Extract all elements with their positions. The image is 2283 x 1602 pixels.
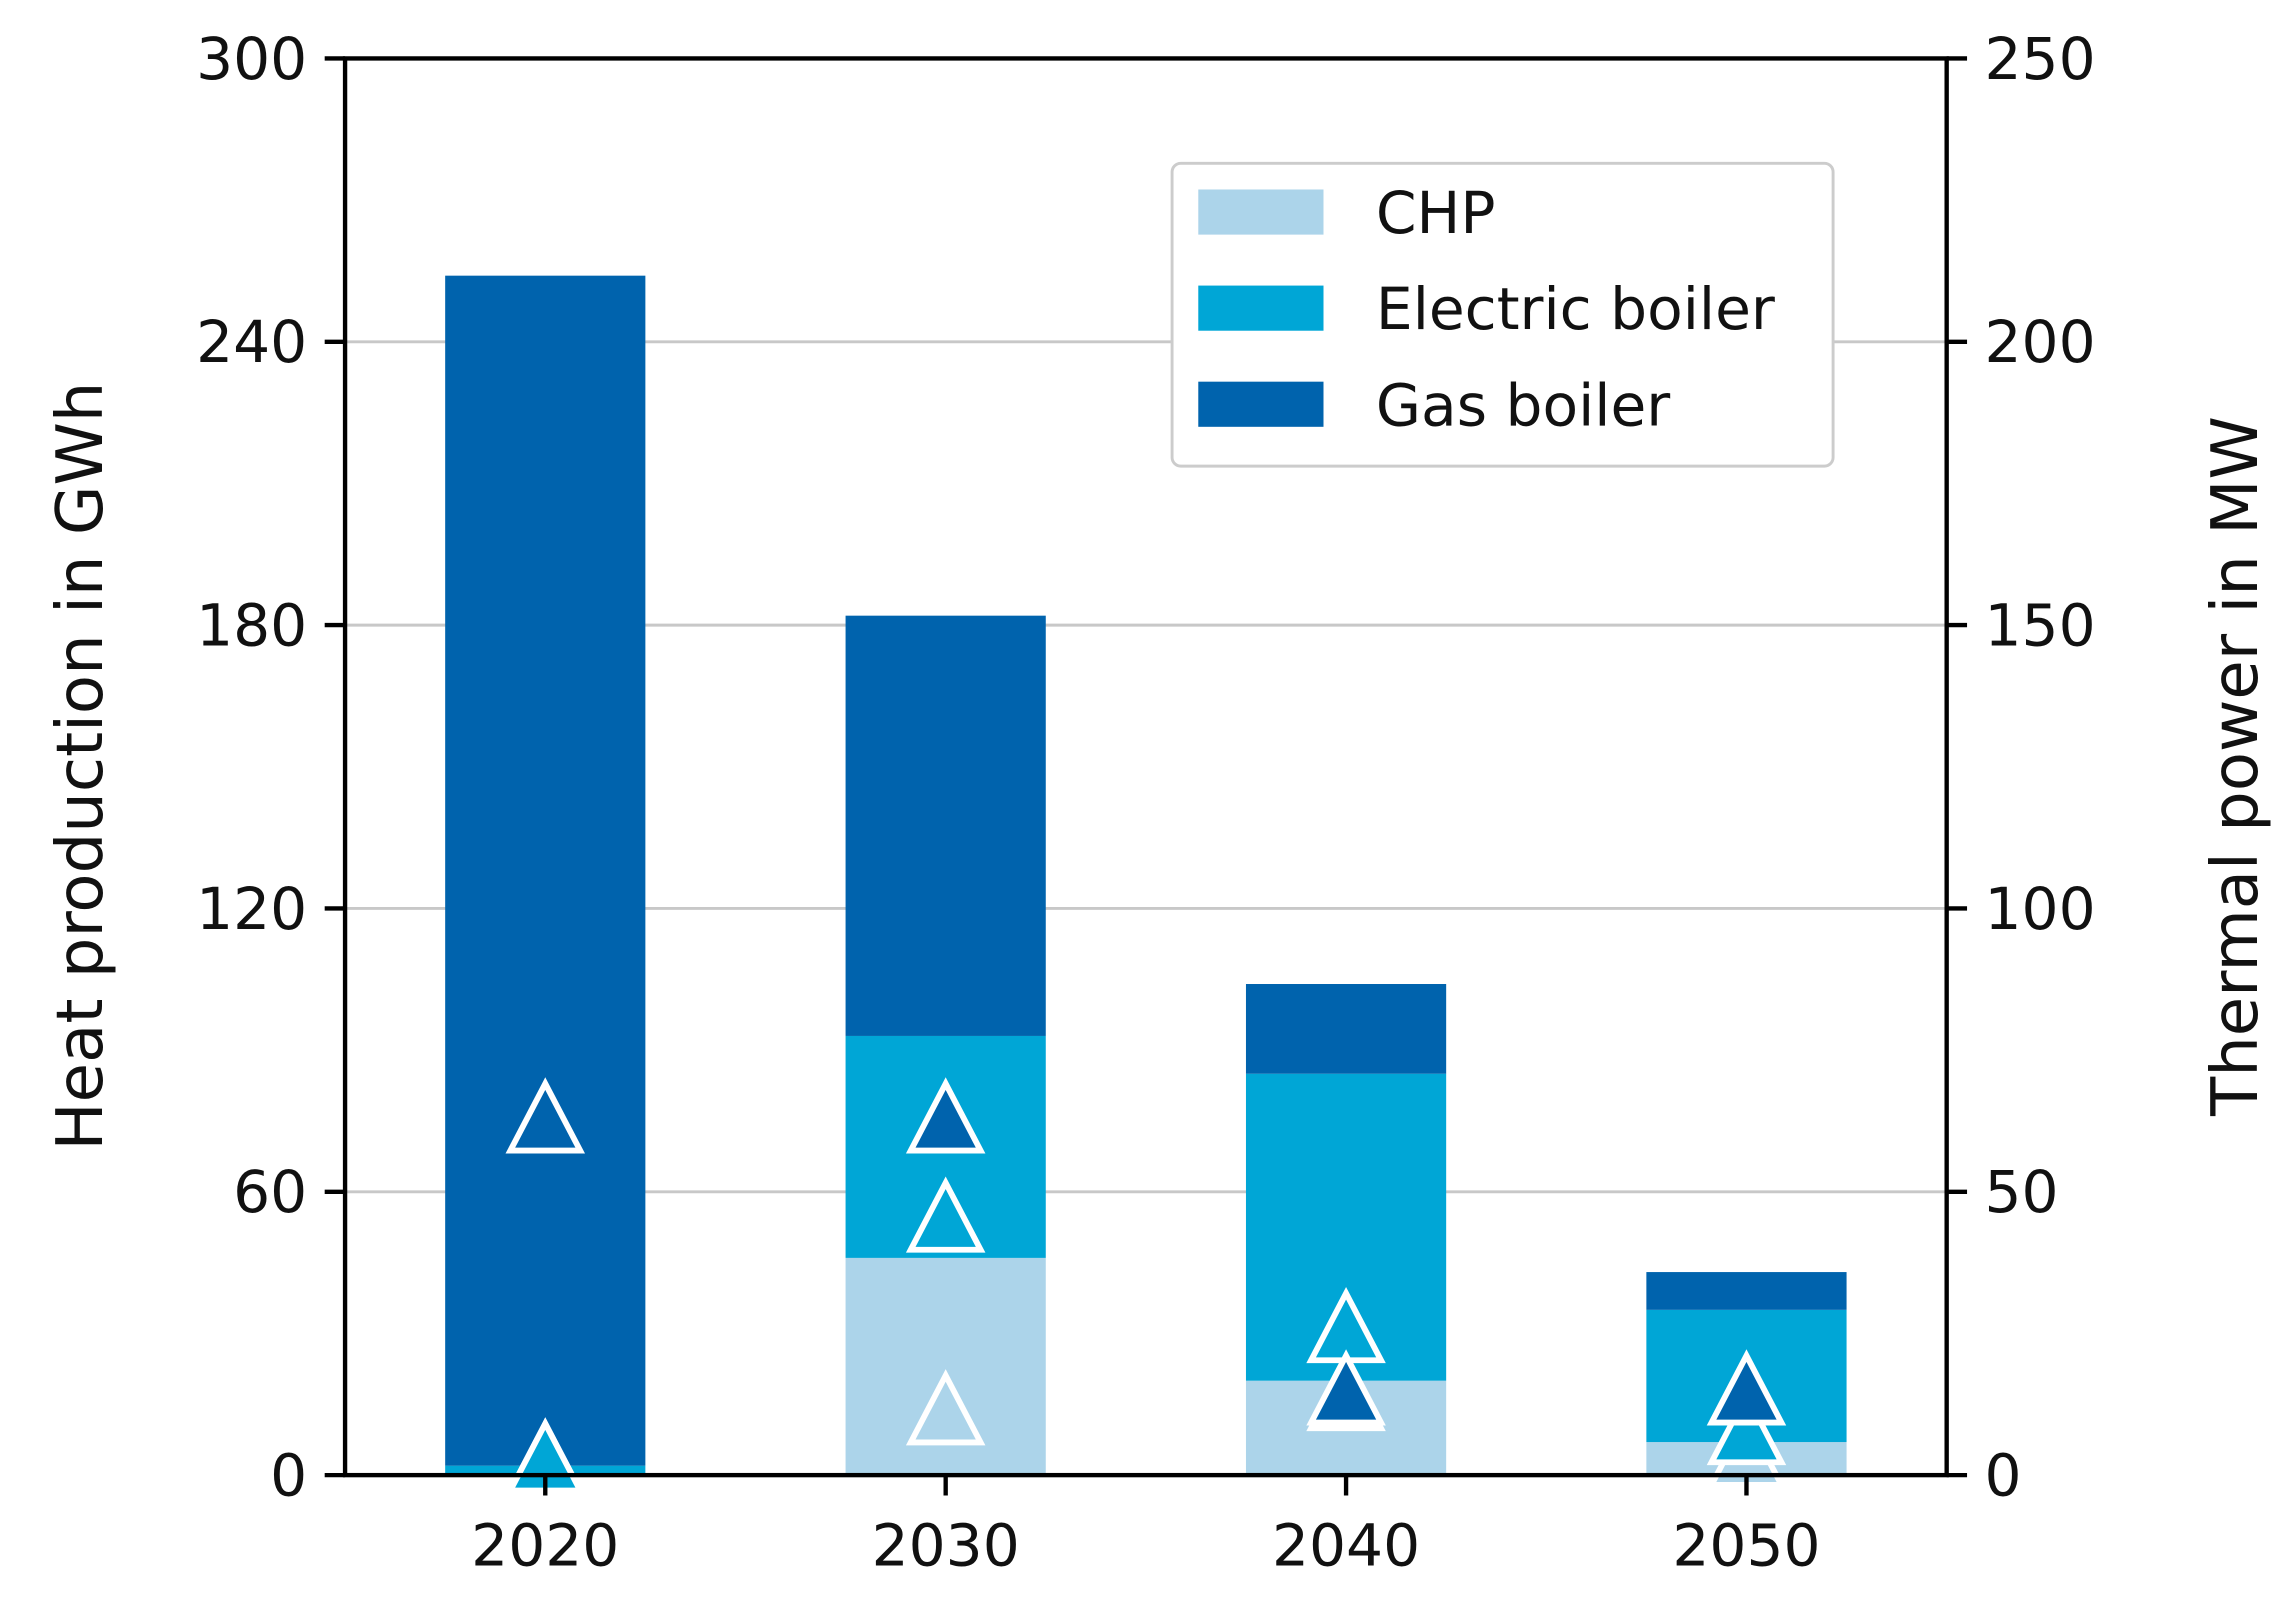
legend: CHP Electric boiler Gas boiler: [1170, 161, 1835, 468]
y2-tick-label: 50: [1985, 1158, 2059, 1226]
bar-gas-boiler-2030: [845, 615, 1046, 1036]
legend-label-chp: CHP: [1376, 179, 1496, 247]
y-tick-label: 60: [233, 1158, 307, 1226]
left-y-axis: 0 60 120 180 240 300: [196, 25, 346, 1510]
capacity-marker-electric-boiler-2030: [905, 1176, 986, 1253]
bar-gas-boiler-2040: [1245, 984, 1447, 1074]
y-tick-label: 180: [196, 591, 307, 659]
x-axis: 2020 2030 2040 2050: [471, 1475, 1821, 1579]
bars: [445, 275, 1847, 1476]
x-tick-label: 2050: [1672, 1511, 1820, 1579]
x-tick-label: 2040: [1272, 1511, 1420, 1579]
capacity-markers: [505, 1077, 1787, 1494]
capacity-marker-gas-boiler-2020: [505, 1077, 586, 1154]
capacity-marker-electric-boiler-2050: [1706, 1388, 1787, 1466]
capacity-marker-gas-boiler-2050: [1706, 1349, 1787, 1426]
right-y-axis: 0 50 100 150 200 250: [1946, 25, 2096, 1510]
y-tick-label: 0: [270, 1442, 307, 1510]
capacity-marker-gas-boiler-2030: [905, 1077, 986, 1154]
y2-tick-label: 200: [1985, 308, 2096, 376]
x-tick-label: 2030: [872, 1511, 1020, 1579]
capacity-marker-chp-2030: [905, 1369, 986, 1446]
y-tick-label: 300: [196, 25, 307, 93]
y-tick-label: 240: [196, 308, 307, 376]
y2-tick-label: 0: [1985, 1442, 2022, 1510]
y2-tick-label: 150: [1985, 591, 2096, 659]
y-tick-label: 120: [196, 875, 307, 943]
bar-gas-boiler-2020: [445, 275, 646, 1466]
bar-gas-boiler-2050: [1646, 1272, 1847, 1310]
y-axis-label: Heat production in GWh: [44, 382, 118, 1151]
x-tick-label: 2020: [471, 1511, 619, 1579]
legend-swatch-electric-boiler: [1198, 285, 1324, 331]
capacity-marker-gas-boiler-2040: [1306, 1349, 1386, 1426]
plot-frame: [342, 56, 1949, 1478]
y2-axis-label: Thermal power in MW: [2199, 416, 2273, 1117]
legend-label-electric-boiler: Electric boiler: [1376, 275, 1775, 343]
legend-swatch-chp: [1198, 189, 1324, 235]
legend-box: [1170, 161, 1835, 468]
y2-tick-label: 250: [1985, 25, 2096, 93]
legend-label-gas-boiler: Gas boiler: [1376, 371, 1670, 439]
legend-swatch-gas-boiler: [1198, 381, 1324, 427]
y2-tick-label: 100: [1985, 875, 2096, 943]
